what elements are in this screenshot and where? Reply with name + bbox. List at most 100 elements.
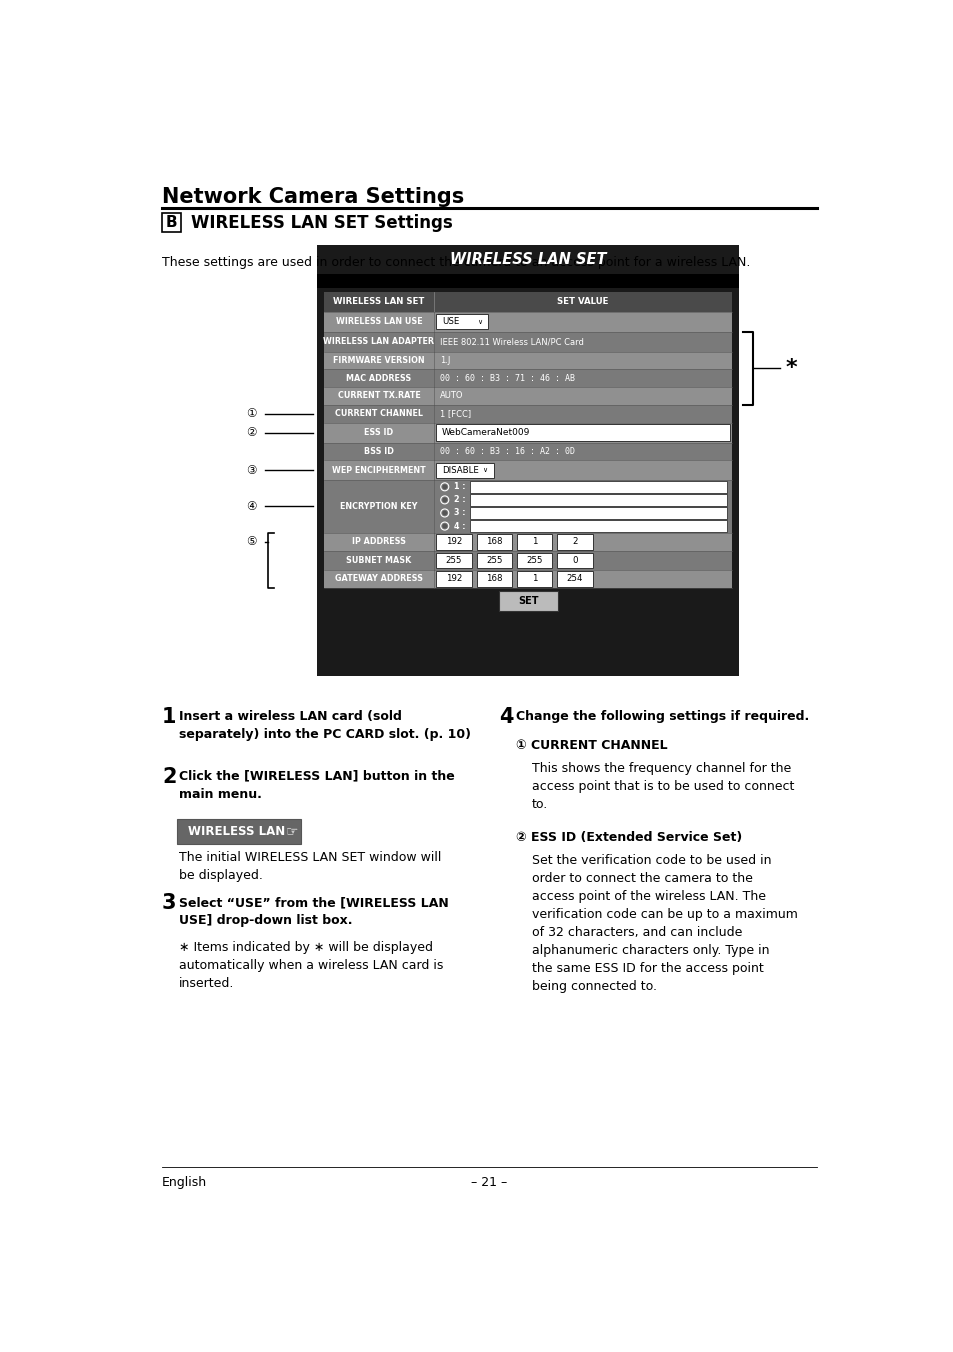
FancyBboxPatch shape: [436, 553, 472, 568]
Text: WIRELESS LAN: WIRELESS LAN: [188, 825, 285, 838]
Circle shape: [442, 511, 446, 515]
Text: Set the verification code to be used in
order to connect the camera to the
acces: Set the verification code to be used in …: [531, 854, 797, 994]
FancyBboxPatch shape: [436, 314, 488, 330]
Text: 255: 255: [526, 556, 542, 565]
Text: 4 :: 4 :: [454, 522, 465, 530]
FancyBboxPatch shape: [436, 425, 729, 441]
FancyBboxPatch shape: [470, 481, 726, 492]
FancyBboxPatch shape: [323, 533, 732, 552]
Text: 1.J: 1.J: [439, 356, 450, 365]
Text: *: *: [785, 358, 797, 379]
Text: 2: 2: [572, 537, 578, 546]
FancyBboxPatch shape: [517, 571, 552, 587]
Text: ENCRYPTION KEY: ENCRYPTION KEY: [340, 502, 417, 511]
FancyBboxPatch shape: [498, 591, 557, 611]
Text: CURRENT CHANNEL: CURRENT CHANNEL: [335, 410, 422, 418]
Text: FIRMWARE VERSION: FIRMWARE VERSION: [333, 356, 424, 365]
Text: WIRELESS LAN SET Settings: WIRELESS LAN SET Settings: [192, 214, 453, 231]
Text: .: .: [513, 573, 516, 584]
Text: ④: ④: [246, 500, 256, 512]
Text: ESS ID: ESS ID: [364, 429, 393, 437]
Text: ☞: ☞: [286, 825, 298, 838]
Text: AUTO: AUTO: [439, 392, 463, 400]
FancyBboxPatch shape: [470, 507, 726, 519]
FancyBboxPatch shape: [436, 571, 472, 587]
Text: This shows the frequency channel for the
access point that is to be used to conn: This shows the frequency channel for the…: [531, 763, 793, 811]
Text: B: B: [166, 215, 177, 230]
FancyBboxPatch shape: [557, 534, 592, 549]
Text: ①: ①: [246, 407, 256, 420]
FancyBboxPatch shape: [323, 369, 732, 387]
Text: CURRENT TX.RATE: CURRENT TX.RATE: [337, 392, 420, 400]
Text: 1 :: 1 :: [454, 483, 465, 491]
Text: .: .: [553, 573, 556, 584]
Text: 1: 1: [532, 575, 537, 583]
FancyBboxPatch shape: [162, 214, 181, 233]
FancyBboxPatch shape: [476, 571, 512, 587]
Text: 2 :: 2 :: [454, 495, 465, 504]
Text: Network Camera Settings: Network Camera Settings: [162, 187, 464, 207]
FancyBboxPatch shape: [323, 387, 732, 404]
Text: ② ESS ID (Extended Service Set): ② ESS ID (Extended Service Set): [516, 831, 741, 845]
FancyBboxPatch shape: [323, 442, 732, 460]
Text: .: .: [472, 573, 476, 584]
FancyBboxPatch shape: [316, 245, 739, 676]
Text: .: .: [513, 556, 516, 565]
Text: ① CURRENT CHANNEL: ① CURRENT CHANNEL: [516, 740, 667, 752]
FancyBboxPatch shape: [470, 521, 726, 531]
Circle shape: [442, 498, 446, 502]
FancyBboxPatch shape: [557, 553, 592, 568]
Text: These settings are used in order to connect the camera to an access point for a : These settings are used in order to conn…: [162, 256, 749, 269]
Text: ③: ③: [246, 464, 256, 477]
Text: SET VALUE: SET VALUE: [557, 297, 608, 306]
Text: 0: 0: [572, 556, 578, 565]
FancyBboxPatch shape: [177, 819, 300, 844]
Text: WebCameraNet009: WebCameraNet009: [441, 429, 530, 437]
Text: Select “USE” from the [WIRELESS LAN
USE] drop-down list box.: Select “USE” from the [WIRELESS LAN USE]…: [179, 896, 448, 927]
FancyBboxPatch shape: [517, 534, 552, 549]
Text: 4: 4: [498, 707, 513, 726]
Text: ∨: ∨: [476, 319, 481, 324]
Text: ∗ Items indicated by ∗ will be displayed
automatically when a wireless LAN card : ∗ Items indicated by ∗ will be displayed…: [179, 941, 443, 990]
Text: WIRELESS LAN SET: WIRELESS LAN SET: [333, 297, 424, 306]
FancyBboxPatch shape: [436, 534, 472, 549]
Text: 192: 192: [445, 575, 462, 583]
Circle shape: [442, 485, 446, 488]
Text: 00 : 60 : B3 : 16 : A2 : 0D: 00 : 60 : B3 : 16 : A2 : 0D: [439, 448, 575, 456]
FancyBboxPatch shape: [470, 493, 726, 506]
Text: WEP ENCIPHERMENT: WEP ENCIPHERMENT: [332, 465, 425, 475]
Text: .: .: [472, 556, 476, 565]
FancyBboxPatch shape: [323, 311, 732, 331]
FancyBboxPatch shape: [323, 460, 732, 480]
Text: SUBNET MASK: SUBNET MASK: [346, 556, 411, 565]
Text: 192: 192: [445, 537, 462, 546]
FancyBboxPatch shape: [316, 274, 739, 288]
Text: – 21 –: – 21 –: [471, 1176, 506, 1190]
FancyBboxPatch shape: [323, 292, 732, 311]
Text: WIRELESS LAN SET: WIRELESS LAN SET: [450, 251, 606, 266]
Text: WIRELESS LAN ADAPTER: WIRELESS LAN ADAPTER: [323, 337, 434, 346]
Text: .: .: [553, 537, 556, 546]
Text: 255: 255: [486, 556, 502, 565]
Text: 254: 254: [566, 575, 582, 583]
Text: GATEWAY ADDRESS: GATEWAY ADDRESS: [335, 575, 422, 583]
Text: .: .: [513, 537, 516, 546]
Text: 3: 3: [162, 892, 176, 913]
Text: Click the [WIRELESS LAN] button in the
main menu.: Click the [WIRELESS LAN] button in the m…: [179, 769, 455, 800]
FancyBboxPatch shape: [323, 331, 732, 352]
Text: DISABLE: DISABLE: [442, 465, 478, 475]
Text: IEEE 802.11 Wireless LAN/PC Card: IEEE 802.11 Wireless LAN/PC Card: [439, 337, 583, 346]
Text: 168: 168: [486, 537, 502, 546]
FancyBboxPatch shape: [557, 571, 592, 587]
Text: 2: 2: [162, 767, 176, 787]
Text: SET: SET: [517, 596, 537, 606]
Text: ∨: ∨: [482, 468, 487, 473]
Text: WIRELESS LAN USE: WIRELESS LAN USE: [335, 318, 422, 326]
Text: USE: USE: [442, 318, 459, 326]
Text: 00 : 60 : B3 : 71 : 46 : AB: 00 : 60 : B3 : 71 : 46 : AB: [439, 373, 575, 383]
Text: Change the following settings if required.: Change the following settings if require…: [516, 710, 808, 723]
Text: .: .: [553, 556, 556, 565]
Text: English: English: [162, 1176, 207, 1190]
FancyBboxPatch shape: [476, 534, 512, 549]
Text: 1: 1: [532, 537, 537, 546]
